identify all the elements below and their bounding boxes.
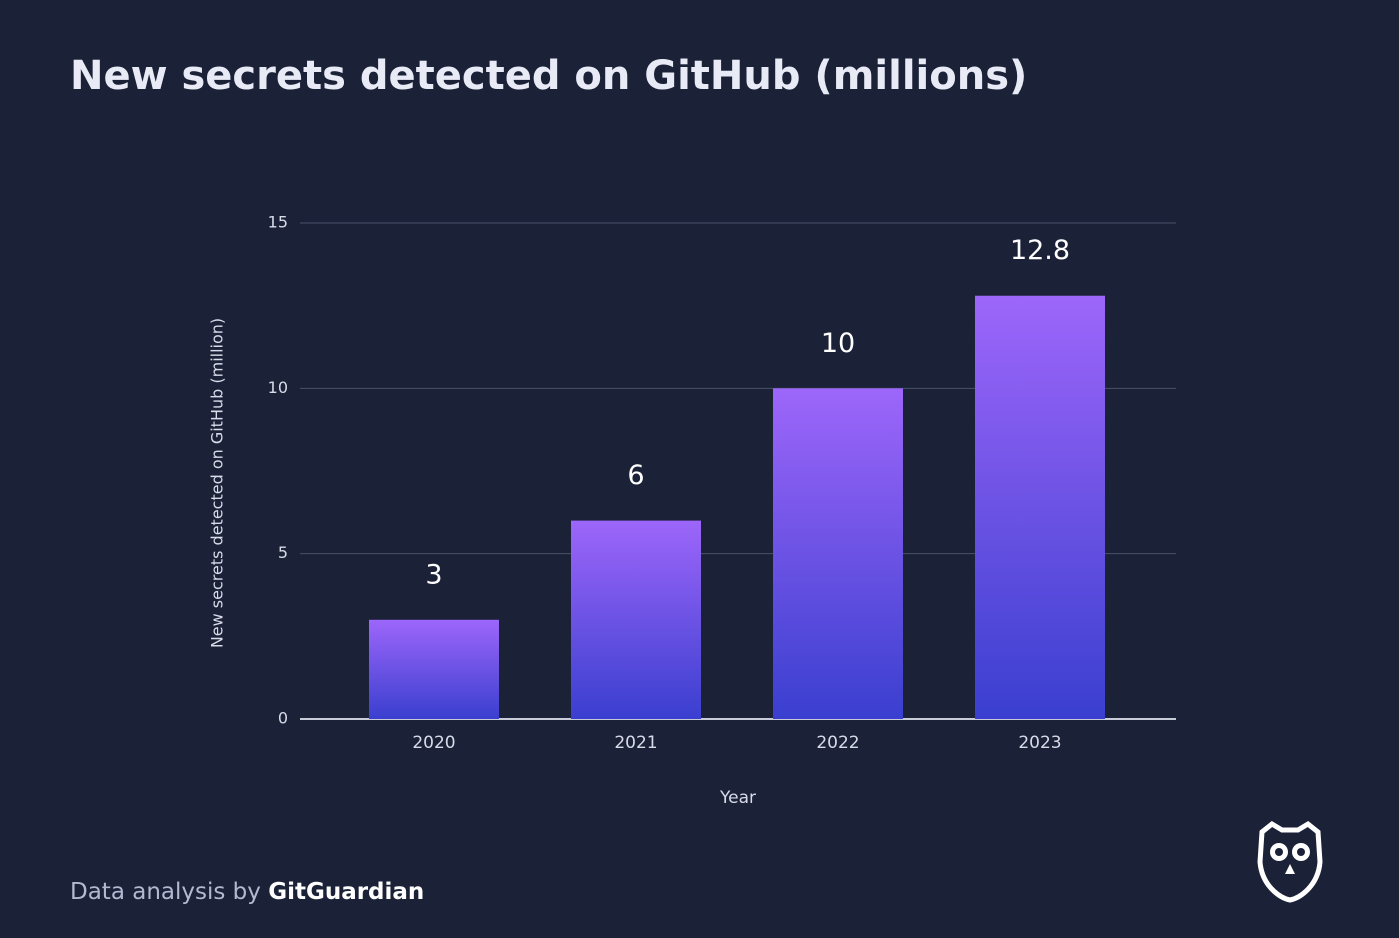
bar [773,388,903,719]
y-tick-label: 0 [278,709,288,728]
logo [1257,820,1323,903]
value-label: 6 [627,460,644,491]
value-label: 12.8 [1010,235,1070,266]
x-axis-label: Year [719,788,756,808]
y-tick-label: 10 [268,378,288,397]
value-label: 10 [821,328,855,359]
y-tick-label: 5 [278,543,288,562]
source-brand: GitGuardian [268,879,424,905]
source-prefix: Data analysis by [70,879,261,905]
value-label: 3 [425,559,442,590]
x-tick-label: 2021 [614,733,657,753]
bar [369,619,499,719]
chart-title: New secrets detected on GitHub (millions… [70,53,1027,99]
x-tick-label: 2023 [1018,733,1061,753]
source-note: Data analysis by GitGuardian [70,879,424,905]
bar [975,295,1105,719]
x-tick-label: 2022 [816,733,859,753]
y-axis-label: New secrets detected on GitHub (million) [208,318,227,648]
bar [571,520,701,719]
y-tick-label: 15 [268,213,288,232]
x-tick-label: 2020 [412,733,455,753]
